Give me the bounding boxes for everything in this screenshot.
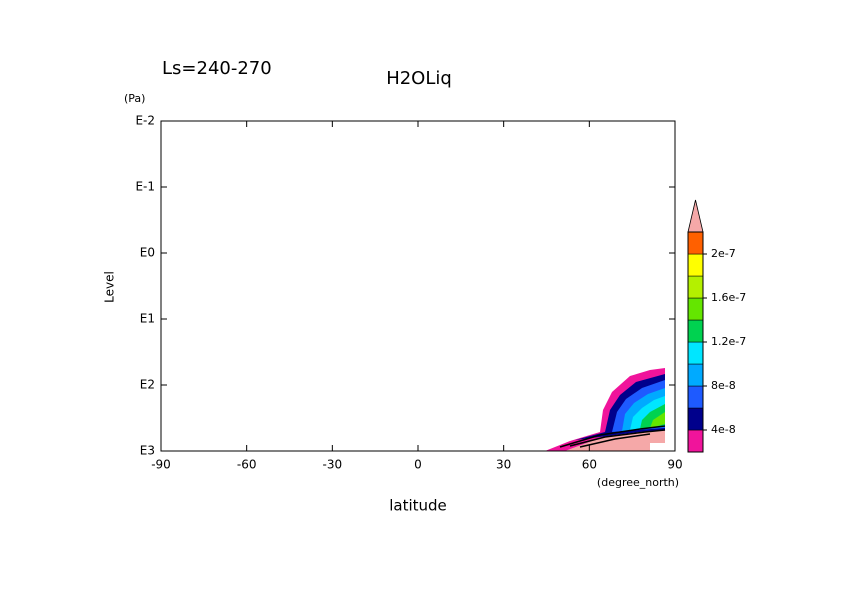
x-tick-label: -60 [237, 458, 257, 472]
colorbar-tick-label: 2e-7 [711, 247, 736, 260]
colorbar-box [687, 231, 704, 255]
y-tick-label: E2 [140, 378, 155, 392]
colorbar-box [687, 253, 704, 277]
colorbar-tick-label: 1.2e-7 [711, 335, 746, 348]
chart-title: H2OLiq [386, 68, 452, 89]
colorbar-box [687, 275, 704, 299]
y-tick-label: E3 [140, 444, 155, 458]
x-tick-label: -90 [151, 458, 171, 472]
contour-fill [650, 412, 665, 428]
x-tick-label: 60 [582, 458, 597, 472]
y-axis-label: Level [103, 271, 117, 303]
colorbar-box [687, 341, 704, 365]
x-tick-label: -30 [323, 458, 343, 472]
y-unit: (Pa) [124, 92, 145, 105]
x-tick-label: 90 [667, 458, 682, 472]
colorbar-box [687, 319, 704, 343]
contour-lines [559, 425, 666, 448]
x-tick-label: 30 [496, 458, 511, 472]
y-tick-label: E-1 [135, 180, 155, 194]
x-tick-label: 0 [414, 458, 422, 472]
colorbar-box [687, 429, 704, 453]
colorbar-box [687, 385, 704, 409]
colorbar-box [687, 363, 704, 387]
colorbar-box [687, 297, 704, 321]
contour-fills [545, 368, 666, 451]
subtitle: Ls=240-270 [162, 58, 272, 79]
colorbar-tick-label: 1.6e-7 [711, 291, 746, 304]
colorbar-box [687, 407, 704, 431]
colorbar-tick-label: 8e-8 [711, 379, 736, 392]
y-tick-label: E1 [140, 312, 155, 326]
colorbar-tick-label: 4e-8 [711, 423, 736, 436]
x-axis-label: latitude [389, 497, 447, 515]
y-tick-label: E-2 [135, 114, 155, 128]
y-tick-label: E0 [140, 246, 155, 260]
x-unit: (degree_north) [597, 476, 679, 489]
